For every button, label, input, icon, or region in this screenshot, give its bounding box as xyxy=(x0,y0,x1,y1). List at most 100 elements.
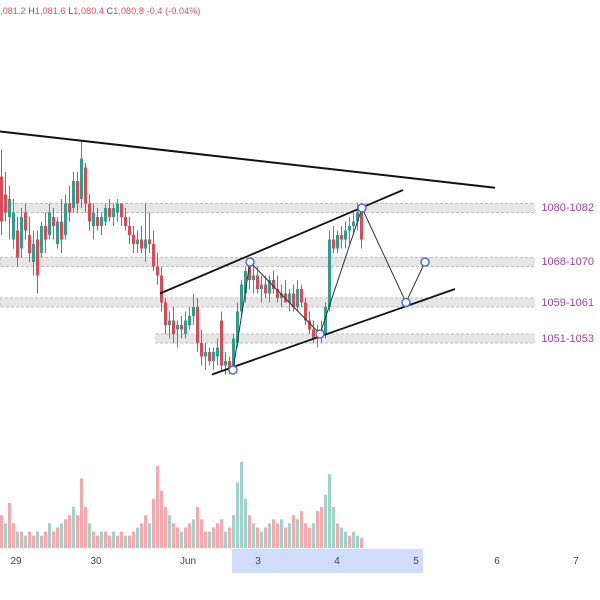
candle-body xyxy=(92,212,95,226)
candle-body xyxy=(256,275,259,289)
candle-body xyxy=(252,275,255,280)
trendline-descending-resistance xyxy=(0,130,496,189)
volume-bar xyxy=(140,523,143,548)
candle-body xyxy=(124,217,127,226)
candle-body xyxy=(136,239,139,244)
candle-body xyxy=(288,293,291,303)
projection-point xyxy=(420,257,430,267)
volume-bar xyxy=(220,519,223,548)
volume-bar xyxy=(48,523,51,548)
volume-bar xyxy=(316,511,319,548)
volume-bar xyxy=(104,531,107,548)
volume-bar xyxy=(244,498,247,548)
candle-body xyxy=(72,181,75,208)
volume-bar xyxy=(348,535,351,548)
volume-bar xyxy=(156,466,159,548)
candle-body xyxy=(160,275,163,303)
candle-body xyxy=(76,181,79,204)
volume-bar xyxy=(172,523,175,548)
volume-bar xyxy=(128,535,131,548)
candle-body xyxy=(108,208,111,217)
volume-bar xyxy=(184,527,187,548)
candle-body xyxy=(88,203,91,222)
ohlc-low: 1,080.4 xyxy=(73,6,105,16)
volume-bar xyxy=(80,478,83,548)
candle-body xyxy=(80,158,83,199)
candle-body xyxy=(224,361,227,366)
ohlc-high: 1,081.6 xyxy=(34,6,66,16)
candle-body xyxy=(196,307,199,343)
volume-bar xyxy=(44,531,47,548)
volume-bar xyxy=(276,523,279,548)
candle-body xyxy=(300,289,303,303)
volume-bar xyxy=(292,515,295,548)
volume-bar xyxy=(284,527,287,548)
candle-body xyxy=(28,235,31,253)
volume-bar xyxy=(200,519,203,548)
ohlc-open: ,081.2 xyxy=(0,6,26,16)
volume-bar xyxy=(72,507,75,548)
volume-bar xyxy=(224,531,227,548)
volume-bar xyxy=(320,507,323,548)
volume-bar xyxy=(76,515,79,548)
candle-body xyxy=(120,203,123,217)
volume-bar xyxy=(52,531,55,548)
candle-body xyxy=(312,329,315,339)
candle-body xyxy=(324,307,327,334)
candle-body xyxy=(140,239,143,249)
candle-body xyxy=(12,212,15,240)
candle-body xyxy=(192,307,195,316)
candle-body xyxy=(56,221,59,244)
volume-bar xyxy=(352,531,355,548)
candle-body xyxy=(32,244,35,262)
volume-bar xyxy=(132,531,135,548)
candle-body xyxy=(44,226,47,240)
candle-body xyxy=(332,239,335,249)
volume-bar xyxy=(252,523,255,548)
projection-path xyxy=(232,206,426,371)
candle-body xyxy=(348,226,351,231)
candle-body xyxy=(292,293,295,307)
volume-bar xyxy=(328,474,331,548)
volume-bar xyxy=(4,523,7,548)
volume-bar xyxy=(136,527,139,548)
time-range-selection[interactable] xyxy=(232,549,423,573)
volume-bar xyxy=(100,531,103,548)
candle-body xyxy=(216,347,219,357)
x-tick-label: 6 xyxy=(494,556,500,567)
zone-band xyxy=(0,203,600,213)
volume-bar xyxy=(192,519,195,548)
x-tick-label: 4 xyxy=(334,556,340,567)
volume-bar xyxy=(260,531,263,548)
volume-bar xyxy=(280,519,283,548)
x-tick-label: 30 xyxy=(90,556,102,567)
candle-body xyxy=(268,280,271,294)
candle-body xyxy=(264,284,267,294)
zone-price-label: 1080-1082 xyxy=(535,200,600,216)
zone-price-label: 1059-1061 xyxy=(535,294,600,311)
candle-body xyxy=(220,320,223,366)
volume-bar xyxy=(344,531,347,548)
candle-body xyxy=(240,284,243,312)
volume-bar xyxy=(120,531,123,548)
candle-body xyxy=(168,320,171,325)
volume-bar xyxy=(208,531,211,548)
volume-bar xyxy=(356,535,359,548)
volume-bar xyxy=(196,507,199,548)
candle-body xyxy=(200,343,203,357)
candle-body xyxy=(148,239,151,244)
candle-body xyxy=(132,235,135,244)
candle-body xyxy=(176,325,179,330)
volume-bar xyxy=(228,527,231,548)
volume-bar xyxy=(96,535,99,548)
candle-body xyxy=(164,302,167,325)
projection-point xyxy=(228,365,238,375)
candle-body xyxy=(336,235,339,249)
candle-body xyxy=(52,217,55,226)
volume-bar xyxy=(268,523,271,548)
volume-bar xyxy=(144,515,147,548)
volume-bar xyxy=(296,519,299,548)
candle-body xyxy=(352,221,355,226)
x-tick-label: 7 xyxy=(573,556,579,567)
